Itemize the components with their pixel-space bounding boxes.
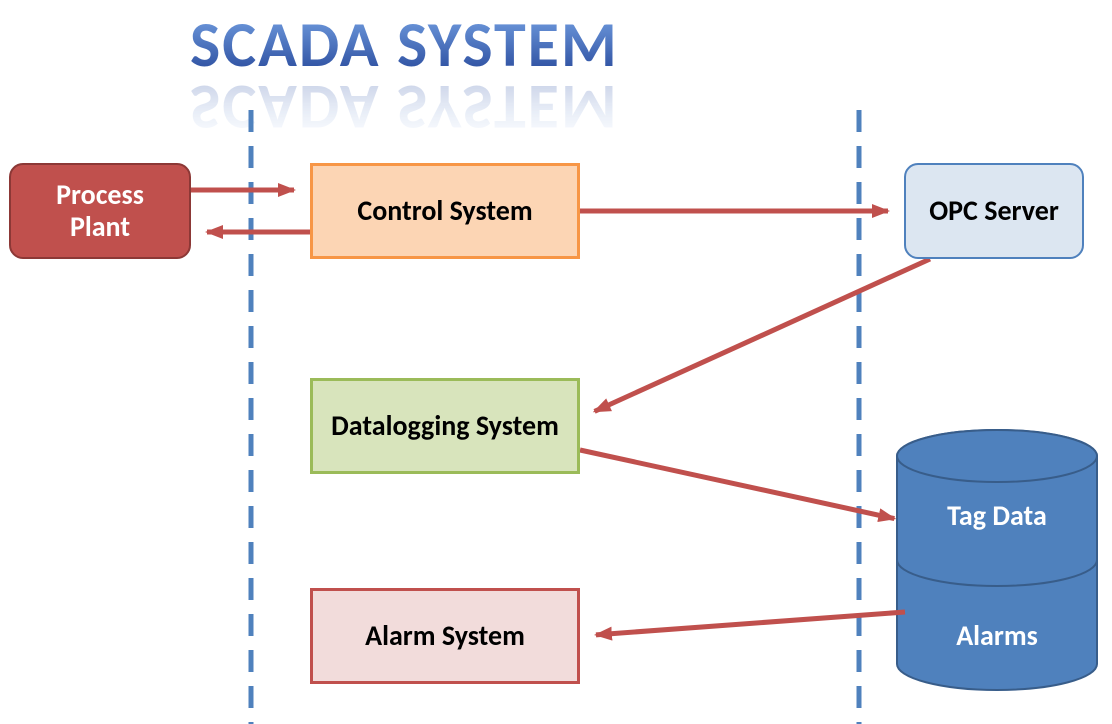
node-datalogging-system: Datalogging System	[310, 378, 580, 474]
node-process-plant: Process Plant	[9, 163, 191, 259]
database-label-alarms: Alarms	[897, 618, 1097, 653]
diagram-title-reflection: SCADA SYSTEM	[190, 68, 619, 146]
node-control-system: Control System	[310, 163, 580, 259]
database-label-tag-data: Tag Data	[897, 498, 1097, 533]
node-alarm-system: Alarm System	[310, 588, 580, 684]
node-opc-server: OPC Server	[904, 163, 1084, 259]
